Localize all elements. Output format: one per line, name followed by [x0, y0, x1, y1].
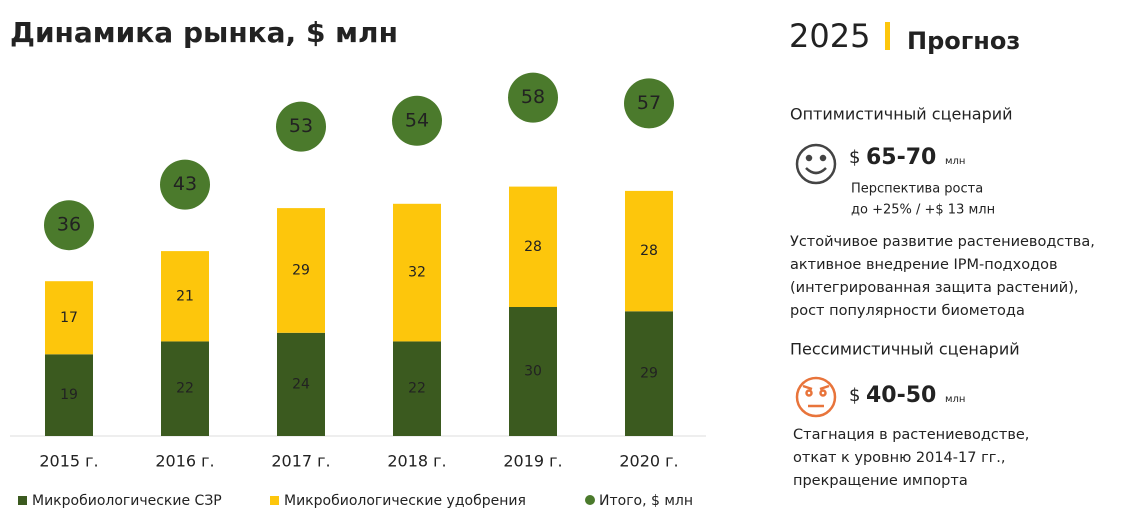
- legend-swatch: [18, 496, 27, 505]
- smile-icon: [795, 143, 837, 185]
- bar-label: 30: [524, 364, 542, 380]
- total-label: 53: [289, 115, 313, 137]
- x-tick-label: 2020 г.: [619, 452, 678, 471]
- currency: $: [849, 385, 860, 406]
- legend-label: Микробиологические СЗР: [32, 493, 222, 508]
- unit: млн: [945, 394, 965, 405]
- total-dot: [160, 159, 210, 210]
- total-label: 43: [173, 173, 197, 195]
- forecast-year: 2025: [789, 17, 870, 55]
- description-line: откат к уровню 2014-17 гг.,: [793, 450, 1006, 466]
- bar: [625, 190, 673, 312]
- bar: [393, 341, 441, 436]
- bar: [393, 203, 441, 342]
- bar-label: 28: [524, 239, 542, 255]
- x-tick-label: 2016 г.: [155, 452, 214, 471]
- legend-label: Итого, $ млн: [599, 493, 693, 508]
- chart-title: Динамика рынка, $ млн: [10, 16, 398, 49]
- forecast-title: Прогноз: [907, 27, 1020, 55]
- bar-label: 28: [640, 243, 658, 259]
- growth-line: до +25% / +$ 13 млн: [851, 203, 995, 218]
- bar: [277, 208, 325, 333]
- bar: [161, 341, 209, 436]
- legend-swatch: [585, 495, 595, 505]
- bar: [509, 186, 557, 307]
- bar-label: 29: [640, 366, 658, 382]
- bar: [45, 281, 93, 355]
- description-line: Стагнация в растениеводстве,: [793, 427, 1029, 443]
- bar-label: 17: [60, 310, 78, 326]
- range: 65-70: [866, 145, 936, 170]
- bar-label: 32: [408, 265, 426, 281]
- description-line: активное внедрение IPM-подходов: [790, 257, 1058, 273]
- range: 40-50: [866, 383, 936, 408]
- total-label: 58: [521, 86, 545, 108]
- bar-label: 24: [292, 376, 310, 392]
- legend-label: Микробиологические удобрения: [284, 493, 526, 508]
- x-tick-label: 2018 г.: [387, 452, 446, 471]
- total-dot: [508, 72, 558, 123]
- x-tick-label: 2015 г.: [39, 452, 98, 471]
- legend-swatch: [270, 496, 279, 505]
- bar: [45, 354, 93, 436]
- x-tick-label: 2017 г.: [271, 452, 330, 471]
- description-line: рост популярности биометода: [790, 303, 1025, 319]
- total-dot: [624, 78, 674, 129]
- total-label: 57: [637, 92, 661, 114]
- bar: [277, 332, 325, 436]
- growth-line: Перспектива роста: [851, 182, 983, 197]
- x-tick-label: 2019 г.: [503, 452, 562, 471]
- divider: [885, 22, 890, 50]
- currency: $: [849, 147, 860, 168]
- total-label: 36: [57, 214, 81, 236]
- total-dot: [276, 101, 326, 152]
- bar: [509, 307, 557, 436]
- bar-label: 21: [176, 288, 194, 304]
- bar-label: 19: [60, 387, 78, 403]
- total-dot: [44, 200, 94, 251]
- unit: млн: [945, 156, 965, 167]
- total-label: 54: [405, 109, 429, 131]
- bar-label: 22: [176, 381, 194, 397]
- sad-icon: [795, 376, 837, 418]
- description-line: прекращение импорта: [793, 473, 968, 489]
- description-line: (интегрированная защита растений),: [790, 280, 1079, 296]
- scenario-name: Оптимистичный сценарий: [790, 105, 1013, 124]
- scenario-name: Пессимистичный сценарий: [790, 340, 1020, 359]
- bar-label: 22: [408, 381, 426, 397]
- bar: [625, 311, 673, 436]
- bar-label: 29: [292, 262, 310, 278]
- bar: [161, 251, 209, 342]
- description-line: Устойчивое развитие растениеводства,: [790, 234, 1095, 250]
- total-dot: [392, 95, 442, 146]
